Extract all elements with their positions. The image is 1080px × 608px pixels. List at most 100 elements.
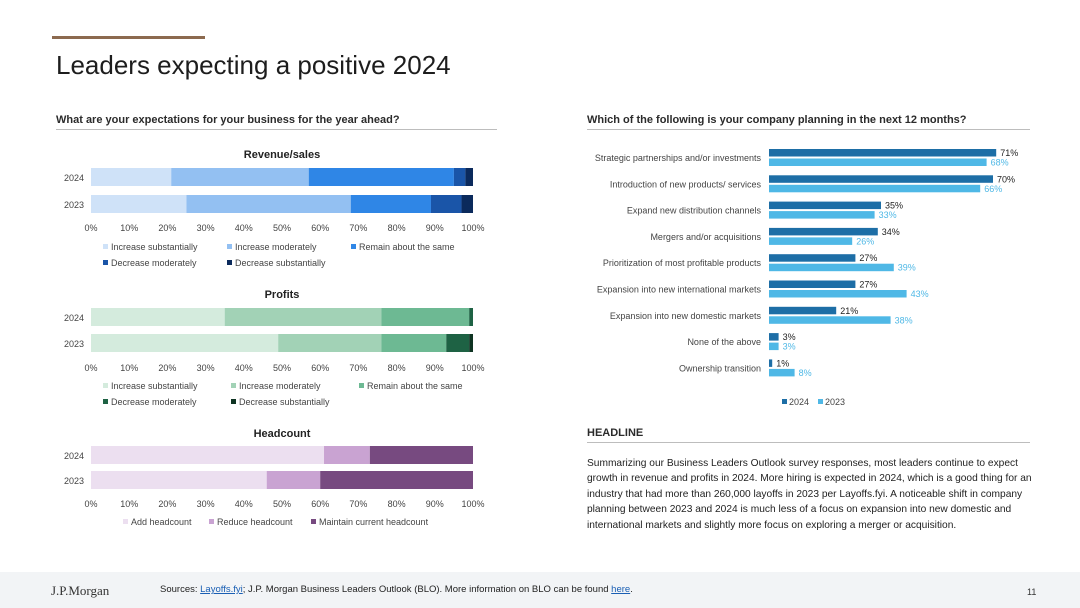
page-number: 11 (1027, 587, 1037, 597)
data-label-2024-strategic-partnerships-and-or-investments: 71% (1000, 148, 1018, 158)
category-label-2024: 2024 (64, 451, 84, 461)
sources-prefix: Sources: (160, 584, 201, 595)
chart-title: Profits (265, 289, 300, 301)
bar-2024-introduction-of-new-products-services (769, 175, 993, 183)
legend-label-add-headcount: Add headcount (131, 517, 192, 527)
legend-label-decrease-substantially: Decrease substantially (235, 258, 326, 268)
headline-body: Summarizing our Business Leaders Outlook… (587, 458, 1032, 531)
bar-2024-expansion-into-new-international-markets (769, 280, 856, 288)
category-label-prioritization-of-most-profitable-products: Prioritization of most profitable produc… (603, 258, 762, 268)
legend-label-decrease-moderately: Decrease moderately (111, 397, 197, 407)
legend-swatch-2023 (818, 399, 823, 404)
x-tick-label: 10% (120, 363, 138, 373)
chart-title: Headcount (254, 428, 311, 440)
x-tick-label: 50% (273, 223, 291, 233)
bar-2024-expand-new-distribution-channels (769, 201, 881, 210)
x-tick-label: 60% (311, 223, 329, 233)
blo-here-link[interactable]: here (611, 584, 631, 595)
bar-reduce-headcount-2024 (324, 446, 370, 464)
data-label-2023-expand-new-distribution-channels: 33% (879, 210, 897, 220)
legend-swatch-maintain-current-headcount (311, 519, 316, 524)
bar-maintain-current-headcount-2024 (369, 446, 473, 464)
x-tick-label: 60% (311, 499, 329, 509)
legend-swatch-increase-moderately (227, 244, 232, 249)
bar-decrease-moderately-2023 (430, 195, 462, 213)
bar-2024-strategic-partnerships-and-or-investments (769, 149, 997, 157)
right-section-rule (587, 129, 1030, 130)
data-label-2024-none-of-the-above: 3% (783, 332, 796, 342)
x-tick-label: 100% (461, 363, 484, 373)
legend-label-2024: 2024 (789, 397, 809, 407)
headline-rule (587, 442, 1030, 443)
bar-decrease-moderately-2024 (469, 308, 473, 326)
x-tick-label: 20% (158, 223, 176, 233)
category-label-none-of-the-above: None of the above (687, 337, 761, 347)
legend-swatch-add-headcount (123, 519, 128, 524)
data-label-2023-ownership-transition: 8% (799, 368, 812, 378)
legend-swatch-decrease-moderately (103, 399, 108, 404)
bar-decrease-substantially-2023 (461, 195, 473, 213)
bar-2024-expansion-into-new-domestic-markets (769, 306, 837, 315)
bar-increase-moderately-2024 (224, 308, 382, 326)
headcount-chart: Headcount 2024 2023 0% 10% 20% 30% 40% 50% 60% 70%… (64, 428, 485, 527)
x-tick-label: 90% (426, 499, 444, 509)
legend-swatch-decrease-substantially (227, 260, 232, 265)
legend-label-2023: 2023 (825, 397, 845, 407)
legend-swatch-2024 (782, 399, 787, 404)
x-tick-label: 70% (349, 363, 367, 373)
sources-middle: ; J.P. Morgan Business Leaders Outlook (… (242, 584, 612, 595)
category-label-strategic-partnerships-and-or-investments: Strategic partnerships and/or investment… (595, 153, 762, 163)
x-tick-label: 30% (197, 363, 215, 373)
bar-remain-about-the-same-2024 (308, 168, 454, 186)
legend-swatch-increase-moderately (231, 383, 236, 388)
x-tick-label: 50% (273, 499, 291, 509)
category-label-2023: 2023 (64, 200, 84, 210)
legend-swatch-increase-substantially (103, 244, 108, 249)
bar-2023-strategic-partnerships-and-or-investments (769, 158, 987, 166)
legend-swatch-decrease-substantially (231, 399, 236, 404)
layoffs-link[interactable]: Layoffs.fyi (200, 584, 243, 595)
bar-2024-ownership-transition (769, 359, 773, 367)
category-label-expand-new-distribution-channels: Expand new distribution channels (627, 206, 762, 216)
data-label-2023-introduction-of-new-products-services: 66% (984, 184, 1002, 194)
sources-suffix: . (630, 584, 633, 595)
bar-add-headcount-2023 (91, 471, 267, 489)
data-label-2023-none-of-the-above: 3% (783, 342, 796, 352)
category-label-mergers-and-or-acquisitions: Mergers and/or acquisitions (650, 232, 761, 242)
bar-increase-substantially-2024 (91, 168, 172, 186)
legend-label-decrease-moderately: Decrease moderately (111, 258, 197, 268)
bar-2023-introduction-of-new-products-services (769, 184, 981, 193)
legend-label-increase-substantially: Increase substantially (111, 381, 198, 391)
x-tick-label: 10% (120, 499, 138, 509)
bar-increase-substantially-2023 (91, 334, 279, 352)
bar-decrease-substantially-2024 (465, 168, 473, 186)
data-label-2024-expand-new-distribution-channels: 35% (885, 201, 903, 211)
legend-label-decrease-substantially: Decrease substantially (239, 397, 330, 407)
x-tick-label: 60% (311, 363, 329, 373)
bar-2024-mergers-and-or-acquisitions (769, 227, 878, 236)
category-label-expansion-into-new-international-markets: Expansion into new international markets (597, 285, 762, 295)
bar-2023-none-of-the-above (769, 342, 779, 351)
legend-swatch-reduce-headcount (209, 519, 214, 524)
data-label-2024-expansion-into-new-international-markets: 27% (859, 280, 877, 290)
profits-chart: Profits 2024 2023 0% 10% 20% 30% 40% 50% 60% 70% 80… (64, 289, 485, 407)
x-tick-label: 0% (84, 499, 97, 509)
bar-2023-mergers-and-or-acquisitions (769, 237, 853, 245)
x-tick-label: 40% (235, 499, 253, 509)
legend-label-maintain-current-headcount: Maintain current headcount (319, 517, 429, 527)
category-label-2024: 2024 (64, 173, 84, 183)
title-accent-rule (52, 36, 205, 39)
bar-2023-expand-new-distribution-channels (769, 211, 875, 219)
chart-title: Revenue/sales (244, 149, 320, 161)
x-tick-label: 70% (349, 223, 367, 233)
legend-label-increase-moderately: Increase moderately (235, 242, 317, 252)
x-tick-label: 90% (426, 363, 444, 373)
x-tick-label: 20% (158, 363, 176, 373)
bar-2024-prioritization-of-most-profitable-products (769, 254, 856, 262)
bar-maintain-current-headcount-2023 (320, 471, 473, 489)
data-label-2023-strategic-partnerships-and-or-investments: 68% (991, 158, 1009, 168)
legend-swatch-decrease-moderately (103, 260, 108, 265)
x-tick-label: 80% (388, 223, 406, 233)
data-label-2023-prioritization-of-most-profitable-products: 39% (898, 263, 916, 273)
legend-label-increase-moderately: Increase moderately (239, 381, 321, 391)
